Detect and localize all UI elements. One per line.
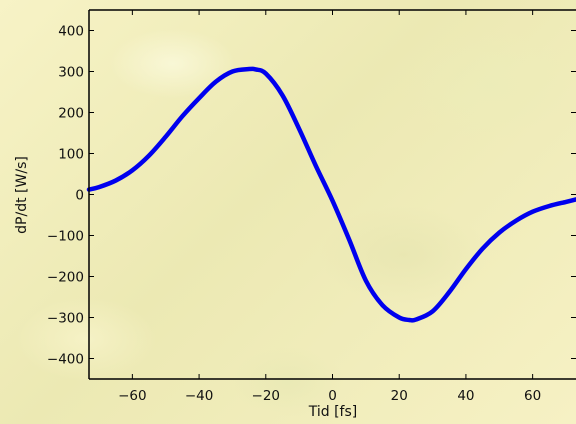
y-tick-label: −100 <box>47 229 84 245</box>
y-tick-label: 100 <box>58 147 84 163</box>
x-tick-label: −60 <box>118 388 147 404</box>
y-tick-label: 0 <box>75 188 84 204</box>
y-tick-label: −200 <box>47 270 84 286</box>
x-tick-label: −20 <box>252 388 281 404</box>
x-tick-label: −40 <box>185 388 214 404</box>
y-tick-label: 200 <box>58 106 84 122</box>
x-axis-title: Tid [fs] <box>308 404 358 420</box>
plot-area <box>89 10 576 379</box>
x-tick-label: 20 <box>391 388 408 404</box>
y-tick-label: −400 <box>47 352 84 368</box>
y-axis-title: dP/dt [W/s] <box>14 156 30 234</box>
ticks <box>89 10 576 379</box>
series-line <box>86 66 576 323</box>
x-tick-label: 0 <box>328 388 337 404</box>
axes-frame <box>88 9 576 380</box>
tick-labels: −60 −40 −20 0 20 40 60−400−300−200−10001002003… <box>47 24 541 405</box>
y-tick-label: 300 <box>58 65 84 81</box>
y-tick-label: 400 <box>58 24 84 40</box>
y-tick-label: −300 <box>47 311 84 327</box>
x-tick-label: 40 <box>457 388 474 404</box>
x-tick-label: 60 <box>524 388 541 404</box>
